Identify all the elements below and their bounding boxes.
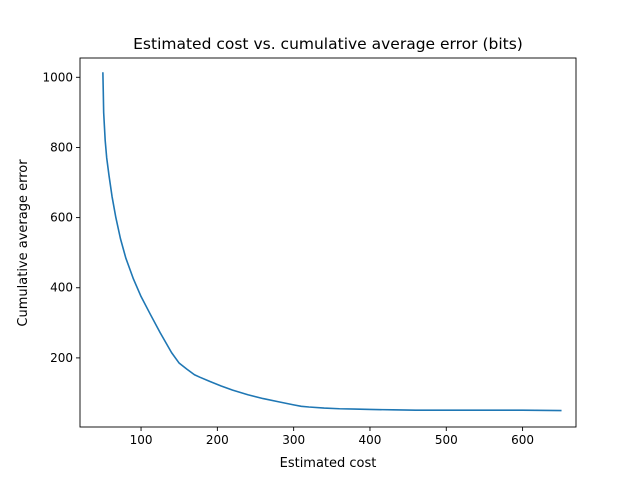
x-tick-label-200: 200 [206, 433, 229, 447]
series-line-0 [102, 72, 562, 412]
x-tick-label-100: 100 [130, 433, 153, 447]
x-axis-label: Estimated cost [280, 456, 377, 471]
plot-area: 100 200 300 400 500 600 200 400 600 800 1000 [42, 57, 577, 447]
y-tick-label-200: 200 [50, 351, 73, 365]
y-tick-label-1000: 1000 [42, 70, 73, 84]
chart-title: Estimated cost vs. cumulative average er… [133, 35, 523, 53]
y-axis-label: Cumulative average error [16, 159, 31, 327]
y-tick-label-600: 600 [50, 211, 73, 225]
x-tick-label-300: 300 [282, 433, 305, 447]
plot-frame [79, 57, 577, 428]
x-tick-label-400: 400 [359, 433, 382, 447]
x-tick-label-500: 500 [435, 433, 458, 447]
y-tick-label-800: 800 [50, 140, 73, 154]
y-tick-label-400: 400 [50, 281, 73, 295]
x-tick-label-600: 600 [511, 433, 534, 447]
